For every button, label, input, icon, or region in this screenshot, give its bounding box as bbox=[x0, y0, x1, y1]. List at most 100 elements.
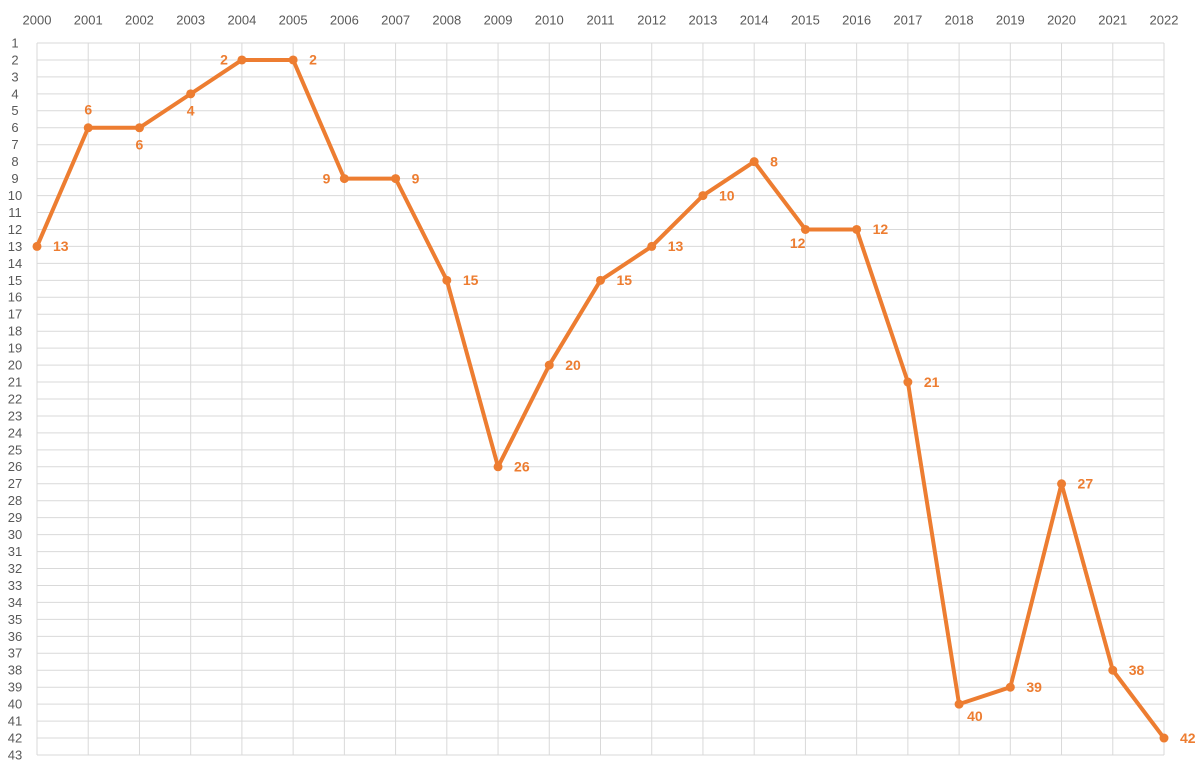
x-tick-label: 2003 bbox=[176, 12, 205, 27]
y-tick-label: 26 bbox=[8, 459, 22, 474]
y-tick-label: 31 bbox=[8, 544, 22, 559]
data-label: 20 bbox=[565, 357, 581, 373]
x-tick-label: 2022 bbox=[1150, 12, 1179, 27]
point bbox=[852, 224, 862, 234]
y-tick-label: 38 bbox=[8, 663, 22, 678]
y-tick-label: 30 bbox=[8, 527, 22, 542]
point bbox=[134, 123, 144, 133]
point bbox=[493, 462, 503, 472]
y-tick-label: 23 bbox=[8, 408, 22, 423]
y-tick-label: 29 bbox=[8, 510, 22, 525]
y-tick-label: 9 bbox=[11, 171, 18, 186]
y-tick-label: 5 bbox=[11, 103, 18, 118]
data-label: 8 bbox=[770, 153, 778, 169]
y-tick-label: 10 bbox=[8, 188, 22, 203]
y-tick-label: 21 bbox=[8, 374, 22, 389]
y-tick-label: 11 bbox=[8, 205, 22, 220]
data-label: 42 bbox=[1180, 730, 1196, 746]
data-label: 40 bbox=[967, 708, 983, 724]
point bbox=[32, 241, 42, 251]
point bbox=[1057, 479, 1067, 489]
y-tick-label: 19 bbox=[8, 341, 22, 356]
x-tick-label: 2008 bbox=[432, 12, 461, 27]
data-label: 10 bbox=[719, 187, 735, 203]
point bbox=[288, 55, 298, 65]
y-tick-label: 8 bbox=[11, 154, 18, 169]
data-label: 6 bbox=[84, 101, 92, 117]
data-label: 9 bbox=[412, 170, 420, 186]
x-tick-label: 2016 bbox=[842, 12, 871, 27]
data-label: 15 bbox=[617, 272, 633, 288]
data-label: 2 bbox=[220, 52, 228, 68]
x-tick-label: 2004 bbox=[227, 12, 256, 27]
x-tick-label: 2002 bbox=[125, 12, 154, 27]
point bbox=[339, 174, 349, 184]
x-tick-label: 2012 bbox=[637, 12, 666, 27]
x-tick-label: 2015 bbox=[791, 12, 820, 27]
point bbox=[544, 360, 554, 370]
y-tick-label: 4 bbox=[11, 86, 18, 101]
point bbox=[596, 275, 605, 285]
data-label: 13 bbox=[53, 238, 69, 254]
y-tick-label: 20 bbox=[8, 358, 22, 373]
y-tick-label: 33 bbox=[8, 578, 22, 593]
y-tick-label: 6 bbox=[11, 120, 18, 135]
y-tick-label: 34 bbox=[8, 595, 22, 610]
x-tick-label: 2013 bbox=[688, 12, 717, 27]
x-tick-label: 2000 bbox=[23, 12, 52, 27]
y-tick-label: 18 bbox=[8, 324, 22, 339]
y-tick-label: 36 bbox=[8, 629, 22, 644]
data-label: 38 bbox=[1129, 662, 1145, 678]
y-tick-label: 25 bbox=[8, 442, 22, 457]
y-tick-label: 13 bbox=[8, 239, 22, 254]
x-tick-label: 2018 bbox=[945, 12, 974, 27]
x-tick-label: 2017 bbox=[893, 12, 922, 27]
x-tick-label: 2021 bbox=[1098, 12, 1127, 27]
data-label: 21 bbox=[924, 374, 940, 390]
data-label: 2 bbox=[309, 52, 317, 68]
x-tick-label: 2020 bbox=[1047, 12, 1076, 27]
data-label: 13 bbox=[668, 238, 684, 254]
y-tick-label: 28 bbox=[8, 493, 22, 508]
data-label: 12 bbox=[790, 235, 806, 251]
point bbox=[749, 157, 759, 167]
x-tick-label: 2009 bbox=[484, 12, 513, 27]
y-tick-label: 16 bbox=[8, 290, 22, 305]
data-label: 6 bbox=[136, 136, 144, 152]
y-tick-label: 43 bbox=[8, 747, 22, 762]
data-label: 27 bbox=[1078, 475, 1094, 491]
point bbox=[800, 224, 810, 234]
y-tick-label: 35 bbox=[8, 612, 22, 627]
point bbox=[647, 241, 657, 251]
y-tick-label: 15 bbox=[8, 273, 22, 288]
point bbox=[698, 191, 708, 201]
x-tick-label: 2005 bbox=[279, 12, 308, 27]
y-tick-label: 42 bbox=[8, 730, 22, 745]
y-tick-label: 37 bbox=[8, 646, 22, 661]
point bbox=[903, 377, 913, 387]
point bbox=[237, 55, 247, 65]
y-tick-label: 2 bbox=[11, 52, 18, 67]
x-tick-label: 2010 bbox=[535, 12, 564, 27]
point bbox=[186, 89, 196, 99]
x-tick-label: 2006 bbox=[330, 12, 359, 27]
x-tick-label: 2001 bbox=[74, 12, 103, 27]
point bbox=[391, 174, 401, 184]
y-tick-label: 1 bbox=[11, 35, 18, 50]
x-tick-label: 2007 bbox=[381, 12, 410, 27]
data-label: 12 bbox=[873, 221, 889, 237]
y-tick-label: 32 bbox=[8, 561, 22, 576]
point bbox=[83, 123, 93, 133]
y-tick-label: 27 bbox=[8, 476, 22, 491]
point bbox=[1108, 665, 1118, 675]
y-tick-label: 7 bbox=[11, 137, 18, 152]
y-tick-label: 14 bbox=[8, 256, 22, 271]
y-tick-label: 17 bbox=[8, 307, 22, 322]
point bbox=[1005, 682, 1015, 692]
data-label: 4 bbox=[187, 103, 195, 119]
y-tick-label: 41 bbox=[8, 714, 22, 729]
y-tick-label: 40 bbox=[8, 697, 22, 712]
x-tick-label: 2011 bbox=[587, 12, 615, 27]
